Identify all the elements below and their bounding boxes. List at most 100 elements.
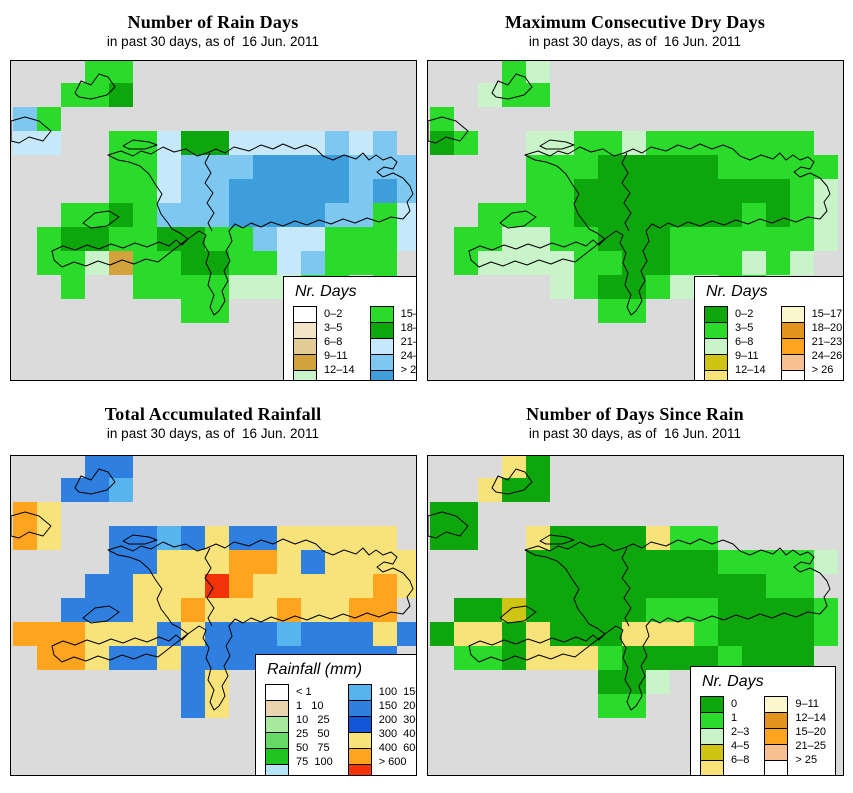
legend-swatch	[347, 732, 372, 749]
legend-label: > 26	[400, 364, 417, 376]
legend-label: 21–23	[811, 336, 843, 348]
grid-cell	[526, 456, 550, 478]
grid-cell	[742, 131, 766, 155]
legend-column: 9–11 12–14 15–20 21–25 > 25	[764, 696, 826, 775]
grid-cell	[205, 203, 229, 227]
grid-cell	[622, 694, 646, 718]
grid-cell	[253, 155, 277, 179]
grid-cell	[646, 155, 670, 179]
grid-cell	[814, 598, 838, 622]
legend-column: < 1 1 10 10 25 25 50 50 75 75 100	[265, 684, 333, 775]
legend-swatch	[700, 728, 724, 745]
grid-cell	[670, 203, 694, 227]
grid-cell	[694, 622, 718, 646]
grid-cell	[325, 155, 349, 179]
grid-cell	[622, 598, 646, 622]
grid-cell	[37, 646, 61, 670]
grid-cell	[646, 131, 670, 155]
grid-cell	[814, 550, 838, 574]
grid-cell	[37, 502, 61, 526]
grid-cell	[502, 598, 526, 622]
grid-cell	[229, 598, 253, 622]
legend-box: Nr. Days 0 1 2–3 4–5 6–8 9–11 12–14 15–20 21–25 >…	[690, 666, 836, 775]
grid-cell	[598, 598, 622, 622]
grid-cell	[478, 83, 502, 107]
legend-label: 25 50	[296, 728, 330, 740]
grid-cell	[13, 131, 37, 155]
grid-cell	[670, 622, 694, 646]
grid-cell	[157, 179, 181, 203]
grid-cell	[181, 598, 205, 622]
grid-cell	[718, 155, 742, 179]
grid-cell	[133, 275, 157, 299]
grid-cell	[109, 574, 133, 598]
grid-cell	[253, 179, 277, 203]
grid-cell	[13, 622, 37, 646]
grid-cell	[13, 107, 37, 131]
grid-cell	[205, 550, 229, 574]
grid-cell	[277, 227, 301, 251]
grid-cell	[550, 131, 574, 155]
grid-cell	[670, 275, 694, 299]
legend-swatch	[764, 728, 789, 745]
grid-cell	[550, 251, 574, 275]
legend-swatch	[780, 338, 805, 355]
grid-cell	[550, 622, 574, 646]
grid-cell	[397, 574, 416, 598]
grid-cell	[205, 155, 229, 179]
legend-swatch	[293, 354, 317, 371]
grid-cell	[502, 646, 526, 670]
legend-swatch	[700, 744, 724, 761]
grid-cell	[349, 574, 373, 598]
grid-cell	[598, 526, 622, 550]
grid-cell	[133, 526, 157, 550]
map-panel-days-since-rain: Nr. Days 0 1 2–3 4–5 6–8 9–11 12–14 15–20 21–25 >…	[427, 455, 844, 776]
legend-column: 100 150 150 200 200 300 300 400 400 600 > 600	[347, 684, 416, 775]
grid-cell	[814, 622, 838, 646]
grid-cell	[109, 550, 133, 574]
grid-cell	[622, 574, 646, 598]
grid-cell	[430, 131, 454, 155]
grid-cell	[277, 598, 301, 622]
grid-cell	[61, 598, 85, 622]
grid-cell	[37, 227, 61, 251]
grid-cell	[85, 203, 109, 227]
grid-cell	[301, 227, 325, 251]
grid-cell	[766, 251, 790, 275]
grid-cell	[454, 227, 478, 251]
grid-cell	[550, 155, 574, 179]
grid-cell	[205, 275, 229, 299]
grid-cell	[694, 598, 718, 622]
grid-cell	[325, 179, 349, 203]
grid-cell	[718, 179, 742, 203]
grid-cell	[742, 622, 766, 646]
legend-swatch	[293, 338, 317, 355]
grid-cell	[622, 155, 646, 179]
grid-cell	[205, 526, 229, 550]
legend-columns: 0–2 3–5 6–8 9–11 12–14 15–17 18–20 21–23 24–26 > …	[704, 306, 843, 380]
grid-cell	[574, 526, 598, 550]
grid-cell	[349, 155, 373, 179]
grid-cell	[109, 456, 133, 478]
grid-cell	[718, 131, 742, 155]
grid-cell	[205, 179, 229, 203]
grid-cell	[694, 131, 718, 155]
grid-cell	[13, 502, 37, 526]
grid-cell	[229, 622, 253, 646]
grid-cell	[694, 251, 718, 275]
grid-cell	[133, 574, 157, 598]
grid-cell	[622, 526, 646, 550]
grid-cell	[181, 670, 205, 694]
grid-cell	[694, 574, 718, 598]
grid-cell	[742, 550, 766, 574]
grid-cell	[574, 598, 598, 622]
grid-cell	[790, 550, 814, 574]
legend-label: > 26	[811, 364, 834, 376]
grid-cell	[133, 155, 157, 179]
panel-subtitle-consecutive-dry-days: in past 30 days, as of 16 Jun. 2011	[528, 34, 742, 49]
grid-cell	[37, 251, 61, 275]
legend-label: 0	[731, 698, 738, 710]
grid-cell	[742, 574, 766, 598]
grid-cell	[478, 478, 502, 502]
